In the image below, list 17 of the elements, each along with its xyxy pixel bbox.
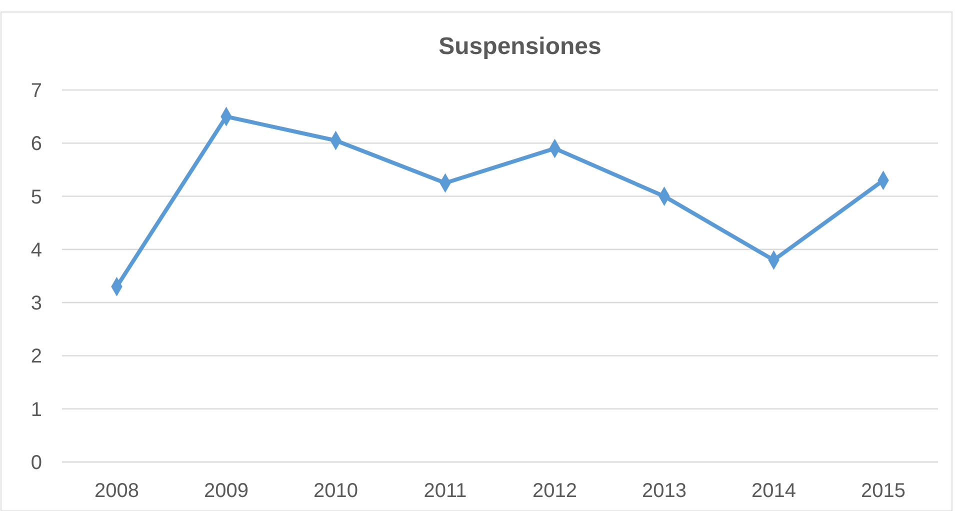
chart-title: Suspensiones [438,33,602,60]
y-tick-label: 0 [30,452,42,474]
x-tick-label: 2014 [752,480,796,502]
y-tick-label: 2 [30,346,42,368]
y-tick-label: 7 [30,80,42,102]
x-tick-label: 2009 [204,480,248,502]
x-tick-label: 2011 [424,480,467,502]
x-tick-label: 2008 [94,480,139,502]
y-tick-label: 5 [30,186,42,208]
x-tick-label: 2015 [861,480,906,502]
x-tick-label: 2013 [642,480,686,502]
x-tick-label: 2010 [314,480,358,502]
x-tick-label: 2012 [532,480,577,502]
y-tick-label: 4 [30,239,42,262]
y-tick-label: 6 [30,133,42,156]
y-tick-label: 1 [30,398,42,421]
y-tick-label: 3 [30,292,42,315]
